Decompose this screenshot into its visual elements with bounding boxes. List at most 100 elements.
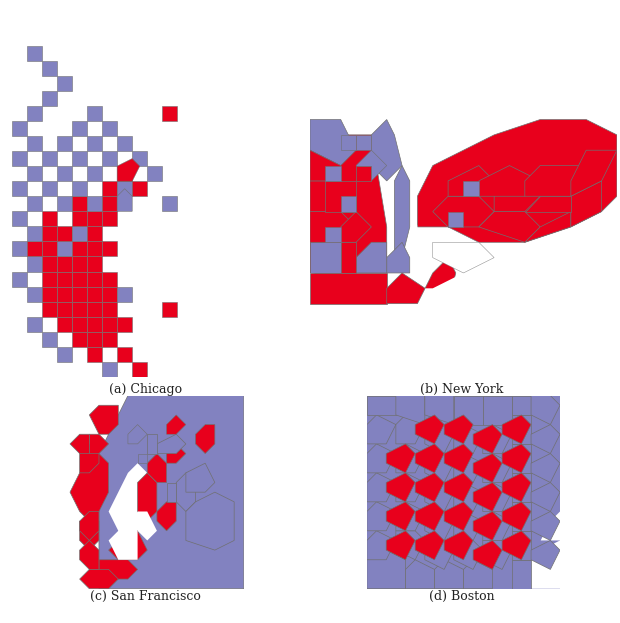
Bar [87, 136, 102, 151]
Polygon shape [70, 454, 108, 521]
Polygon shape [310, 120, 356, 166]
Polygon shape [186, 463, 215, 492]
Bar [42, 302, 57, 316]
Polygon shape [541, 511, 560, 540]
Polygon shape [479, 166, 540, 196]
Polygon shape [531, 425, 560, 454]
Polygon shape [425, 425, 454, 454]
Polygon shape [473, 425, 502, 454]
Bar [72, 196, 87, 211]
Bar [132, 181, 148, 196]
Bar [27, 196, 42, 211]
Polygon shape [186, 492, 234, 550]
Polygon shape [138, 511, 157, 540]
Polygon shape [571, 181, 601, 227]
Polygon shape [454, 540, 483, 569]
Polygon shape [512, 531, 531, 559]
Polygon shape [435, 559, 463, 589]
Polygon shape [195, 425, 215, 454]
Polygon shape [70, 434, 89, 454]
Polygon shape [108, 463, 148, 540]
Polygon shape [89, 405, 118, 434]
Polygon shape [51, 396, 244, 589]
Polygon shape [386, 531, 415, 559]
Polygon shape [512, 502, 531, 531]
Polygon shape [367, 444, 396, 473]
Text: (a) Chicago: (a) Chicago [109, 383, 182, 396]
Polygon shape [326, 166, 341, 181]
Polygon shape [448, 212, 463, 227]
Polygon shape [425, 396, 454, 425]
Polygon shape [108, 531, 148, 559]
Bar [27, 136, 42, 151]
Polygon shape [454, 454, 483, 482]
Bar [57, 257, 72, 272]
Polygon shape [448, 166, 494, 196]
Bar [87, 257, 102, 272]
Polygon shape [128, 425, 148, 444]
Bar [12, 121, 27, 136]
Polygon shape [463, 559, 492, 589]
Polygon shape [473, 511, 502, 540]
Polygon shape [433, 196, 494, 227]
Bar [132, 362, 148, 377]
Polygon shape [531, 540, 560, 569]
Bar [72, 257, 87, 272]
Polygon shape [157, 502, 176, 531]
Bar [12, 242, 27, 257]
Polygon shape [444, 444, 473, 473]
Polygon shape [512, 559, 531, 589]
Polygon shape [415, 415, 444, 444]
Bar [57, 287, 72, 302]
Polygon shape [425, 454, 454, 482]
Polygon shape [433, 242, 494, 273]
Polygon shape [386, 473, 415, 502]
Bar [102, 331, 117, 347]
Polygon shape [396, 473, 425, 502]
Polygon shape [512, 396, 531, 415]
Polygon shape [310, 212, 356, 242]
Bar [162, 106, 177, 121]
Polygon shape [138, 473, 157, 521]
Bar [27, 316, 42, 331]
Bar [102, 196, 117, 211]
Polygon shape [512, 444, 531, 473]
Polygon shape [483, 482, 512, 511]
Polygon shape [341, 242, 356, 273]
Polygon shape [396, 415, 425, 444]
Bar [102, 121, 117, 136]
Bar [87, 242, 102, 257]
Bar [117, 166, 132, 181]
Polygon shape [502, 473, 531, 502]
Bar [87, 226, 102, 242]
Polygon shape [148, 454, 167, 482]
Polygon shape [310, 181, 356, 212]
Bar [27, 242, 42, 257]
Polygon shape [521, 540, 560, 589]
Bar [72, 331, 87, 347]
Bar [42, 151, 57, 166]
Polygon shape [356, 150, 387, 181]
Bar [117, 181, 132, 196]
Polygon shape [367, 531, 396, 559]
Bar [42, 331, 57, 347]
Bar [117, 136, 132, 151]
Polygon shape [396, 502, 425, 531]
Bar [102, 302, 117, 316]
Bar [42, 91, 57, 106]
Polygon shape [148, 434, 157, 454]
Polygon shape [444, 502, 473, 531]
Polygon shape [448, 288, 471, 319]
Polygon shape [310, 242, 341, 273]
Polygon shape [310, 43, 617, 135]
Polygon shape [371, 120, 417, 288]
Polygon shape [89, 434, 108, 454]
Polygon shape [99, 559, 138, 579]
Polygon shape [367, 415, 396, 444]
Polygon shape [108, 521, 138, 559]
Polygon shape [310, 135, 387, 273]
Polygon shape [396, 444, 425, 473]
Bar [87, 347, 102, 362]
Bar [57, 226, 72, 242]
Polygon shape [525, 166, 587, 196]
